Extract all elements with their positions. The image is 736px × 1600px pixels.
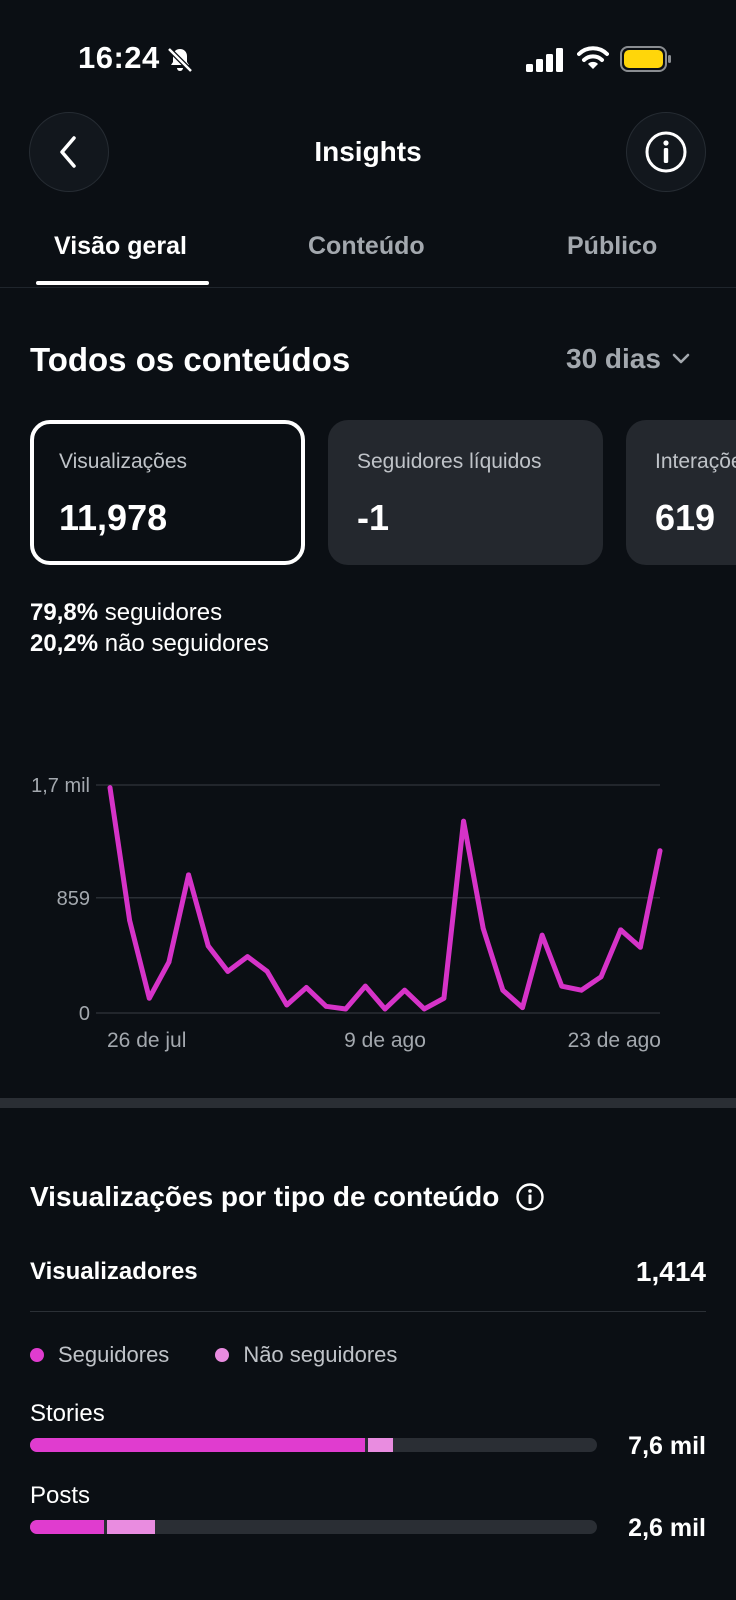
views-data-point — [441, 995, 447, 1001]
audience-split: 79,8% seguidores 20,2% não seguidores — [30, 597, 269, 659]
legend-dot — [215, 1348, 230, 1362]
y-tick-label: 859 — [57, 888, 90, 910]
bar-non-followers-segment — [106, 1520, 155, 1534]
cellular-signal-icon — [526, 48, 563, 72]
tab-active-indicator — [36, 281, 209, 285]
metric-value: 11,978 — [59, 497, 168, 538]
legend-non-followers: Não seguidores — [215, 1342, 397, 1368]
views-data-point — [382, 1006, 388, 1012]
content-type-name: Posts — [30, 1482, 91, 1509]
bar-followers-segment — [30, 1438, 365, 1452]
views-data-point — [323, 1003, 329, 1009]
views-data-point — [107, 785, 113, 791]
views-data-point — [480, 926, 486, 931]
legend-followers: Seguidores — [30, 1342, 169, 1368]
views-data-point — [284, 1002, 290, 1008]
metric-value: -1 — [357, 497, 390, 538]
views-data-point — [127, 918, 133, 923]
views-data-point — [205, 943, 211, 949]
views-data-point — [520, 1005, 525, 1011]
content-type-amount: 7,6 mil — [628, 1432, 706, 1460]
viewers-row: Visualizadores 1,414 — [30, 1256, 706, 1312]
info-button[interactable] — [626, 112, 706, 192]
views-data-point — [362, 983, 368, 989]
views-data-point — [539, 932, 545, 938]
info-icon — [645, 131, 687, 173]
tab-content[interactable]: Conteúdo — [308, 232, 425, 260]
views-data-point — [618, 927, 624, 933]
back-button[interactable] — [29, 112, 109, 192]
content-type-amount: 2,6 mil — [628, 1514, 706, 1542]
bar-non-followers-segment — [367, 1438, 394, 1452]
viewers-value: 1,414 — [635, 1256, 706, 1287]
views-data-point — [264, 969, 270, 974]
content-type-title: Visualizações por tipo de conteúdo — [30, 1181, 545, 1213]
metric-card-views[interactable]: Visualizações 11,978 — [30, 420, 305, 565]
views-data-point — [598, 974, 604, 980]
content-type-name: Stories — [30, 1400, 105, 1427]
date-range-dropdown[interactable]: 30 dias — [566, 343, 691, 375]
views-data-point — [421, 1006, 427, 1012]
views-data-point — [146, 995, 152, 1001]
metric-label: Interações — [655, 450, 736, 473]
viewers-label: Visualizadores — [30, 1258, 198, 1285]
views-data-point — [657, 848, 663, 854]
status-time: 16:24 — [78, 40, 160, 75]
metric-value: 619 — [655, 497, 716, 538]
x-tick-label: 26 de jul — [107, 1029, 186, 1052]
bar-track — [30, 1520, 597, 1534]
views-data-point — [402, 987, 408, 993]
views-data-point — [637, 944, 643, 950]
chevron-down-icon — [672, 353, 690, 364]
x-tick-label: 9 de ago — [344, 1029, 426, 1052]
section-divider — [0, 1098, 736, 1108]
bottom-clip — [0, 1540, 736, 1600]
views-data-point — [461, 818, 466, 824]
followers-share: 79,8% seguidores — [30, 599, 223, 626]
x-tick-label: 23 de ago — [568, 1029, 661, 1052]
bell-muted-icon — [167, 47, 193, 73]
views-data-point — [304, 985, 309, 990]
content-type-row-stories[interactable]: Stories 7,6 mil — [30, 1400, 706, 1480]
views-data-point — [245, 954, 250, 960]
views-data-point — [225, 969, 231, 974]
wifi-icon — [577, 46, 609, 69]
bar-followers-segment — [30, 1520, 104, 1534]
content-type-title-text: Visualizações por tipo de conteúdo — [30, 1181, 500, 1212]
non-followers-share: 20,2% não seguidores — [30, 630, 269, 657]
views-data-point — [343, 1006, 349, 1012]
bar-track — [30, 1438, 597, 1452]
tab-overview[interactable]: Visão geral — [54, 232, 187, 260]
date-range-label: 30 dias — [566, 343, 661, 374]
views-data-point — [186, 872, 191, 878]
y-tick-label: 0 — [79, 1003, 90, 1025]
chevron-left-icon — [60, 136, 76, 168]
tab-audience[interactable]: Público — [567, 232, 658, 260]
info-icon[interactable] — [515, 1182, 545, 1212]
content-type-row-posts[interactable]: Posts 2,6 mil — [30, 1482, 706, 1562]
views-data-point — [559, 983, 565, 989]
views-data-point — [500, 987, 506, 993]
chart-legend: Seguidores Não seguidores — [30, 1342, 397, 1368]
legend-dot — [30, 1348, 44, 1362]
page-title: Insights — [314, 136, 422, 167]
metric-label: Visualizações — [59, 450, 188, 473]
header: Insights — [0, 112, 736, 194]
metric-card-interactions[interactable]: Interações 619 — [626, 420, 736, 565]
section-title: Todos os conteúdos — [30, 341, 351, 378]
views-data-point — [579, 987, 584, 993]
metric-label: Seguidores líquidos — [357, 450, 542, 473]
y-tick-label: 1,7 mil — [31, 775, 90, 797]
battery-icon — [620, 46, 671, 72]
status-bar: 16:24 — [0, 0, 736, 110]
views-data-point — [166, 959, 172, 965]
views-line-chart: 1,7 mil 859 0 26 de jul 9 de ago 23 de ago — [31, 775, 663, 1052]
tab-bar: Visão geral Conteúdo Público — [0, 222, 736, 288]
metric-card-net-followers[interactable]: Seguidores líquidos -1 — [328, 420, 603, 565]
